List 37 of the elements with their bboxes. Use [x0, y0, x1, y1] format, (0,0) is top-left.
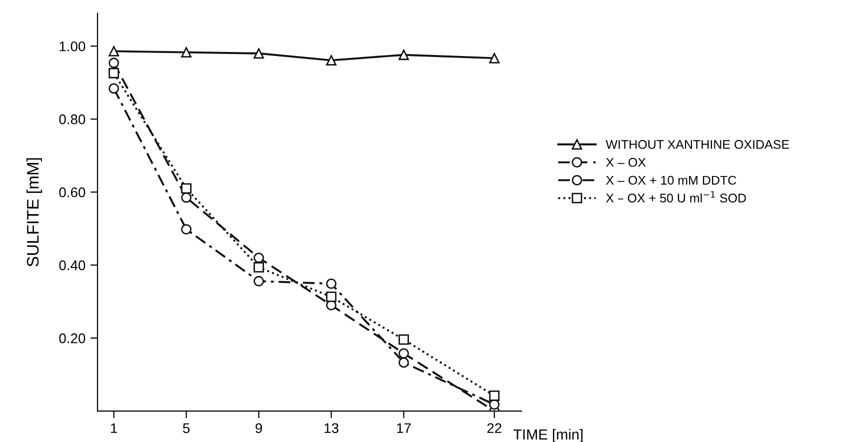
- point: [181, 47, 192, 58]
- x-tick-label: 5: [183, 423, 190, 434]
- y-tick-label: 1.00: [60, 41, 86, 52]
- y-tick-label: 0.20: [59, 333, 86, 344]
- legend-label: X – OX: [606, 158, 646, 167]
- point: [326, 278, 336, 289]
- point: [108, 83, 120, 94]
- point: [254, 276, 264, 286]
- x-tick-label: 1: [111, 423, 118, 433]
- point: [181, 192, 192, 203]
- point: [326, 55, 336, 66]
- point: [489, 52, 500, 64]
- legend-label: X – OX + 50 U ml$^{−1}$ SOD: [606, 191, 746, 203]
- legend-label: WITHOUT XANTHINE OXIDASE: [606, 140, 789, 149]
- legend-label: X – OX + 10 mM DDTC: [606, 176, 736, 185]
- point: [108, 46, 120, 56]
- point: [254, 48, 264, 59]
- point: [398, 50, 409, 60]
- point: [326, 292, 336, 302]
- x-tick-label: 17: [397, 423, 411, 433]
- y-tick-label: 0.40: [59, 260, 86, 270]
- point: [108, 68, 120, 78]
- y-tick-label: 0.80: [59, 114, 86, 124]
- point: [181, 183, 192, 194]
- x-tick-label: 9: [256, 423, 262, 434]
- point: [108, 58, 120, 68]
- point: [398, 357, 409, 368]
- x-tick-label: 22: [487, 423, 502, 433]
- x-tick-label: 13: [324, 423, 338, 434]
- point: [254, 252, 264, 263]
- y-tick-label: 0.60: [59, 187, 86, 198]
- y-axis-title: SULFITE [mM]: [26, 158, 42, 266]
- point: [398, 348, 409, 359]
- point: [181, 224, 192, 235]
- point: [254, 262, 264, 272]
- point: [398, 334, 409, 345]
- point: [489, 390, 500, 401]
